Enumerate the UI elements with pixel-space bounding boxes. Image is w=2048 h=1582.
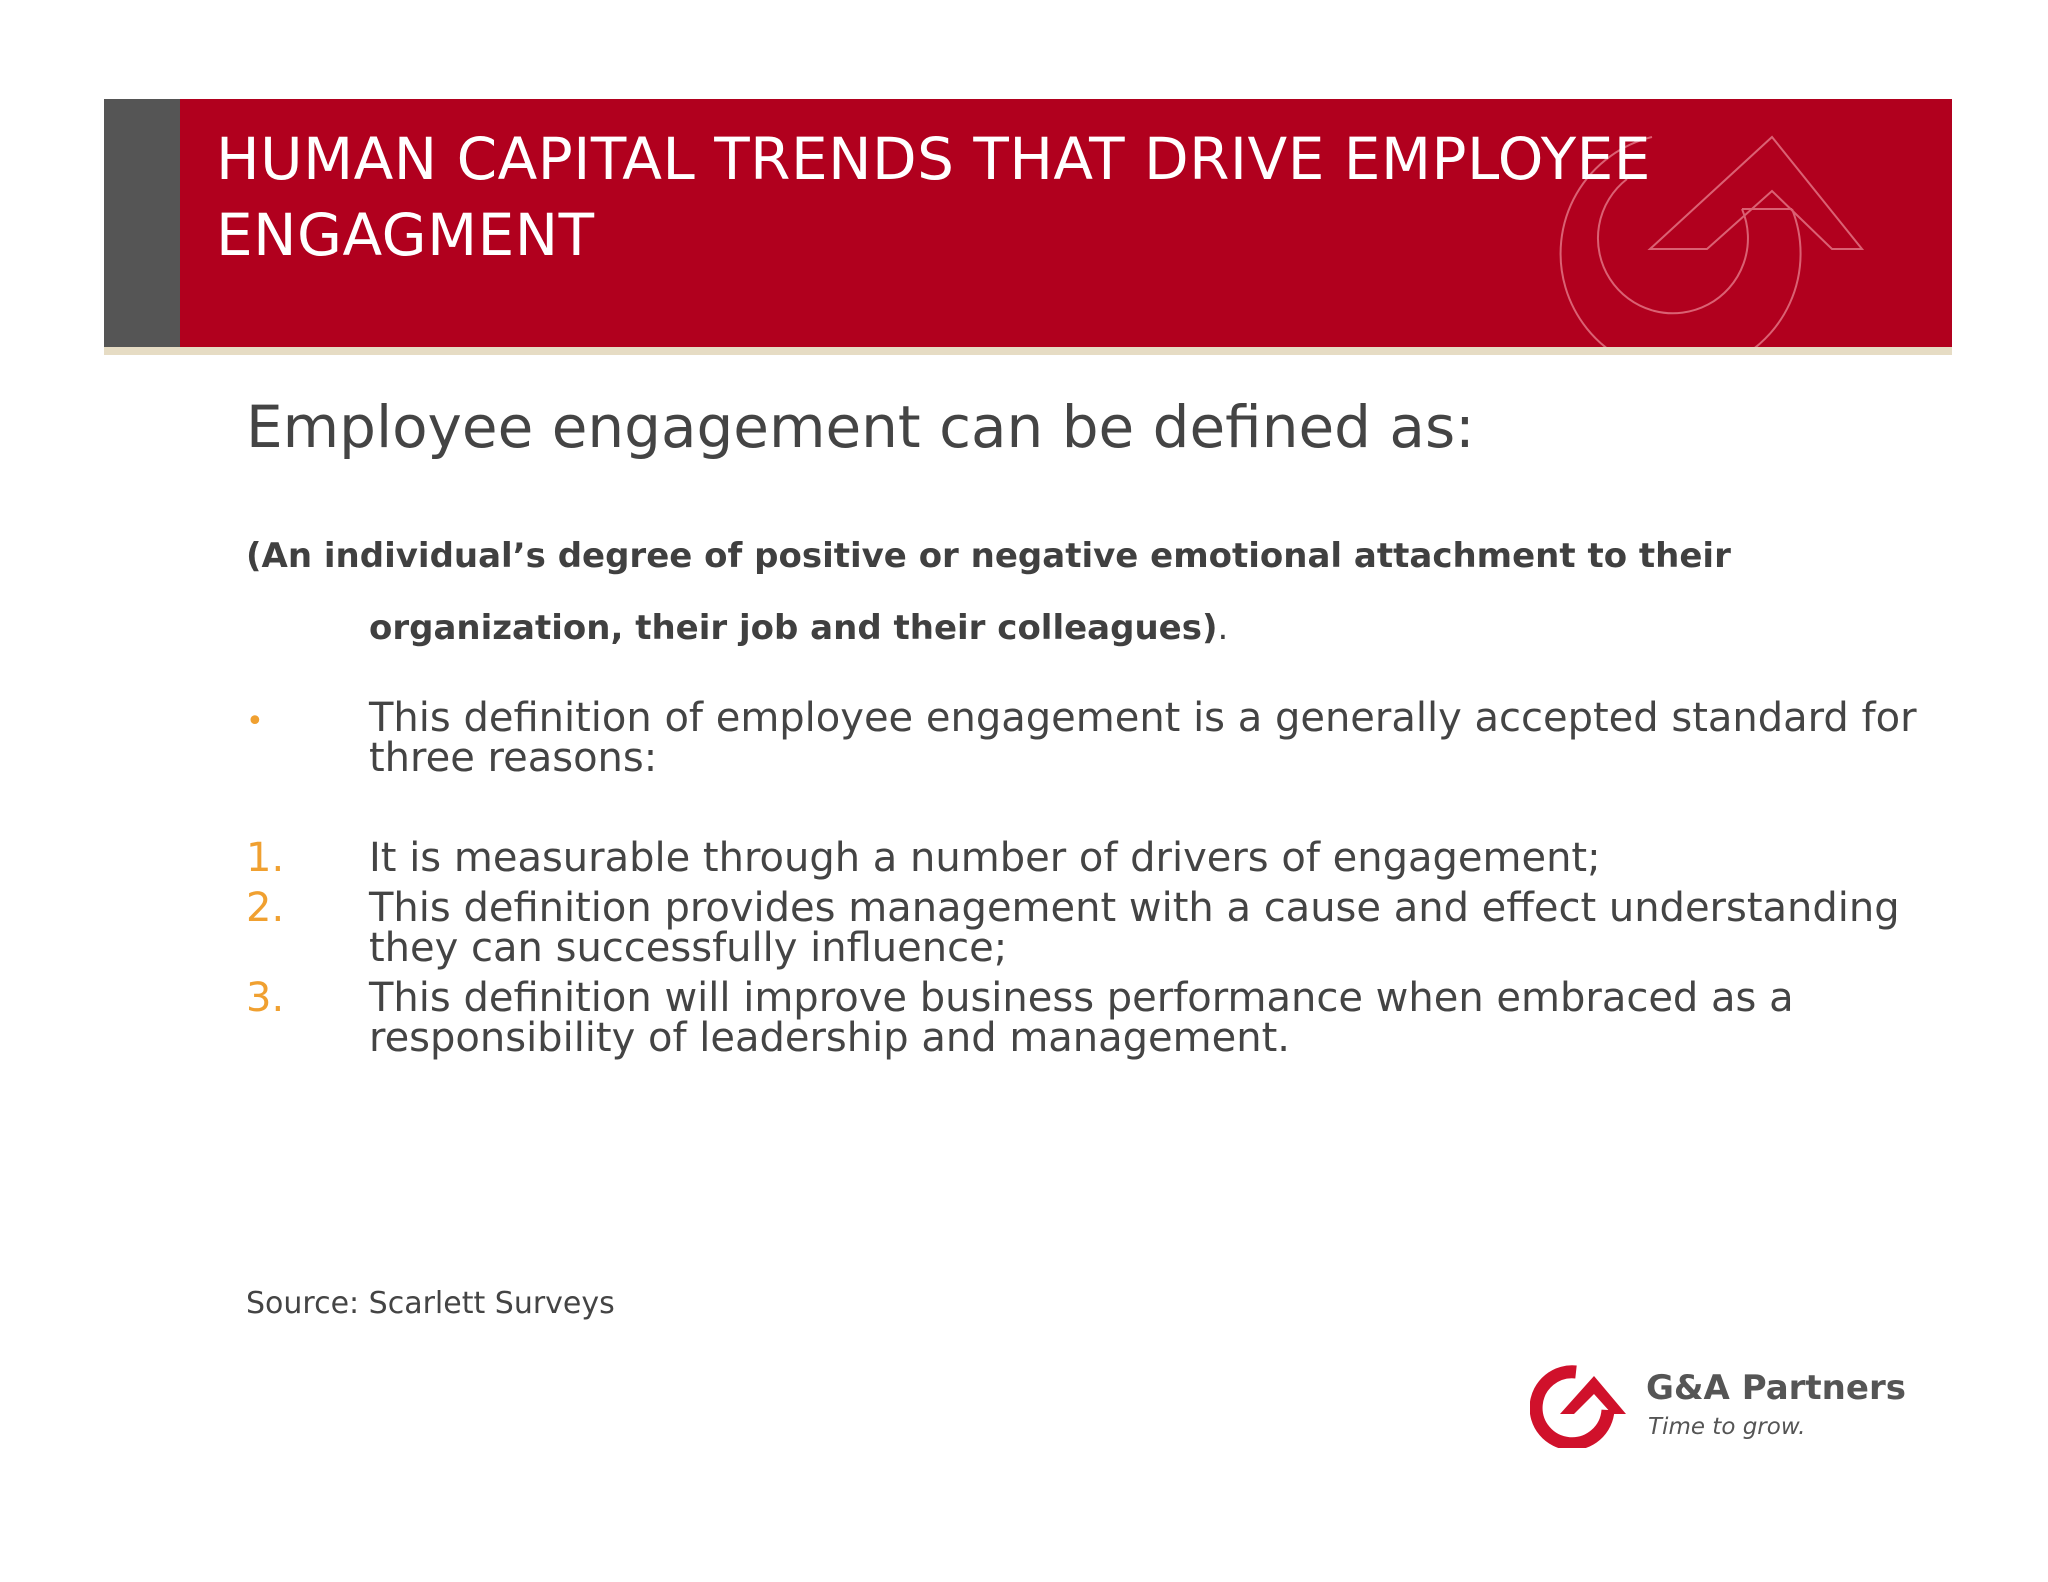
company-logo: G&A Partners Time to grow. xyxy=(1530,1352,1906,1462)
list-item-text: It is measurable through a number of dri… xyxy=(369,835,1601,881)
list-item-text: This definition provides management with… xyxy=(369,885,1900,971)
slide-title: HUMAN CAPITAL TRENDS THAT DRIVE EMPLOYEE… xyxy=(216,125,1651,269)
slide-subtitle: Employee engagement can be defined as: xyxy=(246,393,1475,461)
list-number: 3. xyxy=(246,975,285,1021)
bullet-marker-icon: • xyxy=(246,704,264,739)
list-number: 1. xyxy=(246,835,285,881)
logo-company-name: G&A Partners xyxy=(1646,1368,1906,1408)
definition-line-2-wrap: organization, their job and their collea… xyxy=(246,592,1846,664)
list-number: 2. xyxy=(246,885,285,931)
bullet-text: This definition of employee engagement i… xyxy=(369,695,1917,781)
definition-line-1: (An individual’s degree of positive or n… xyxy=(246,536,1731,576)
definition-period: . xyxy=(1217,608,1229,648)
definition-block: (An individual’s degree of positive or n… xyxy=(246,520,1846,664)
logo-tagline: Time to grow. xyxy=(1648,1414,1806,1440)
title-banner-accent-bar xyxy=(104,99,180,347)
title-banner-underline xyxy=(104,347,1952,355)
source-note: Source: Scarlett Surveys xyxy=(246,1286,615,1321)
title-banner: HUMAN CAPITAL TRENDS THAT DRIVE EMPLOYEE… xyxy=(104,99,1952,347)
ga-partners-logo-icon xyxy=(1530,1365,1626,1448)
list-item-text: This definition will improve business pe… xyxy=(369,975,1794,1061)
logo-watermark-icon xyxy=(1559,135,1865,347)
definition-line-2: organization, their job and their collea… xyxy=(369,608,1218,648)
